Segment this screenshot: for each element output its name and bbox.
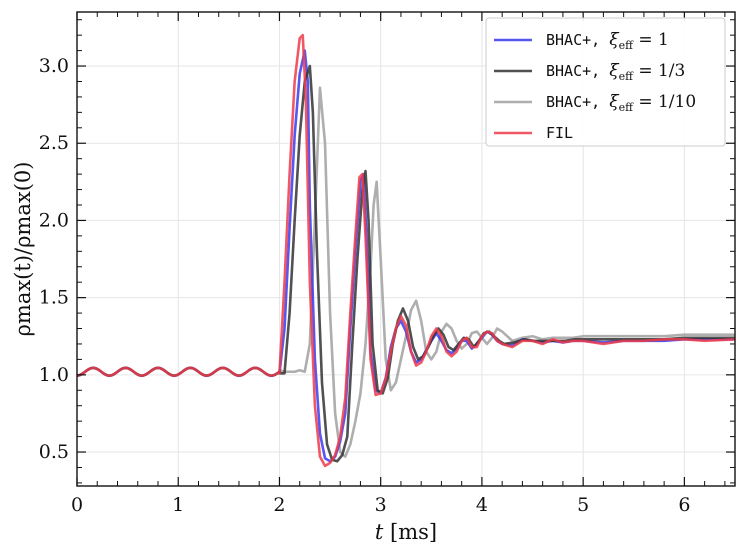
plot-frame <box>76 11 736 487</box>
x-tick-label: 5 <box>577 494 589 516</box>
tick-layer <box>76 12 735 486</box>
legend-label: BHAC+, ξeff = 1/10 <box>546 92 696 114</box>
legend-label-suffix: = 1/3 <box>633 61 685 81</box>
series-layer <box>76 33 736 468</box>
y-tick-label: 2.0 <box>39 209 69 231</box>
legend-label: BHAC+, ξeff = 1 <box>546 30 669 52</box>
legend-label-prefix: BHAC+, <box>546 62 609 80</box>
x-tick-label: 1 <box>172 494 184 516</box>
y-tick-label: 3.0 <box>39 55 69 77</box>
legend-box <box>485 17 726 147</box>
x-axis-title: t [ms] <box>375 520 437 544</box>
tick-label-layer: 0 1 2 3 4 5 6 0.5 1.0 1.5 2.0 2.5 3.0 <box>39 55 691 516</box>
legend-label-var: ξ <box>609 61 620 81</box>
x-tick-label: 2 <box>273 494 285 516</box>
legend-label-suffix: = 1 <box>633 30 669 50</box>
x-axis-title-unit: [ms] <box>383 520 437 544</box>
x-axis-title-var: t <box>375 520 384 544</box>
y-axis-title: ρmax(t)/ρmax(0) <box>11 162 35 337</box>
legend-label: BHAC+, ξeff = 1/3 <box>546 61 685 83</box>
legend-label-subscript: eff <box>619 101 635 114</box>
x-tick-label: 0 <box>71 494 83 516</box>
legend-label-var: ξ <box>609 92 620 112</box>
y-tick-label: 1.0 <box>39 364 69 386</box>
legend-label-subscript: eff <box>619 39 635 52</box>
x-tick-label: 6 <box>678 494 690 516</box>
legend-label-subscript: eff <box>619 70 635 83</box>
x-tick-label: 4 <box>476 494 488 516</box>
y-tick-label: 2.5 <box>39 132 69 154</box>
x-tick-label: 3 <box>375 494 387 516</box>
legend-label-var: ξ <box>609 30 620 50</box>
legend-label-suffix: = 1/10 <box>633 92 696 112</box>
legend-label-prefix: BHAC+, <box>546 31 609 49</box>
legend-label-prefix: FIL <box>546 124 573 142</box>
legend-label: FIL <box>546 124 573 142</box>
series-line <box>76 33 736 468</box>
y-tick-label: 0.5 <box>39 441 69 463</box>
legend-label-prefix: BHAC+, <box>546 93 609 111</box>
y-tick-label: 1.5 <box>39 287 69 309</box>
